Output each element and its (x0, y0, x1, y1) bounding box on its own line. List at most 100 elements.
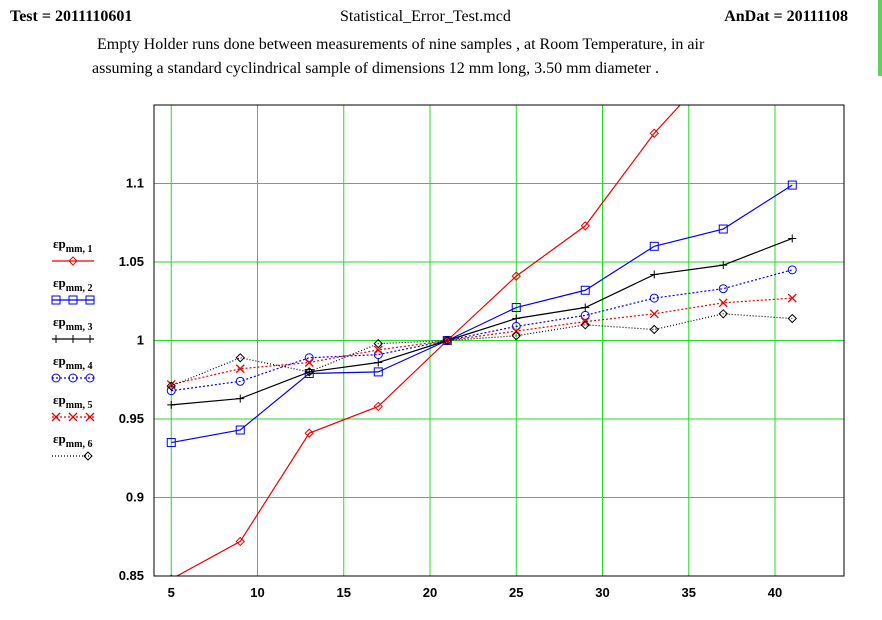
series-line (171, 184, 793, 444)
andat-label: AnDat = 20111108 (724, 8, 848, 25)
data-point (166, 438, 176, 448)
data-point (511, 326, 521, 336)
series-4 (166, 265, 797, 396)
y-tick-label: 0.9 (126, 490, 144, 505)
y-tick-label: 1 (137, 333, 144, 348)
series-line (171, 237, 793, 406)
legend-marker (51, 373, 61, 383)
data-point (649, 324, 659, 335)
data-point (373, 401, 383, 412)
data-point (787, 313, 797, 324)
x-tick-label: 25 (509, 585, 523, 600)
x-tick-label: 10 (250, 585, 264, 600)
data-point (580, 320, 590, 330)
data-point (649, 241, 659, 251)
series-6 (166, 309, 797, 391)
legend-label: εpmm, 6 (53, 431, 92, 450)
data-point (236, 394, 245, 403)
series-line (171, 269, 793, 392)
data-point (787, 180, 797, 190)
data-point (235, 353, 245, 363)
legend-label: εpmm, 5 (53, 392, 92, 411)
description-line-2: assuming a standard cyclindrical sample … (92, 60, 659, 77)
series-5 (166, 293, 797, 389)
data-point (511, 331, 521, 341)
window-edge-rule (878, 0, 882, 76)
legend-marker (68, 373, 78, 383)
legend-label: εpmm, 2 (53, 275, 92, 294)
data-point (719, 261, 728, 270)
x-tick-label: 15 (337, 585, 351, 600)
x-tick-label: 30 (595, 585, 609, 600)
data-point (718, 224, 728, 234)
data-point (167, 400, 176, 409)
x-tick-label: 35 (682, 585, 696, 600)
data-point (788, 234, 797, 243)
data-point (580, 317, 590, 327)
data-point (649, 309, 659, 319)
data-point (235, 425, 245, 435)
data-point (718, 298, 728, 308)
data-point (581, 303, 590, 312)
series-line (175, 105, 681, 576)
legend-marker (68, 295, 78, 305)
file-name-label: Statistical_Error_Test.mcd (340, 8, 511, 25)
series-1 (169, 54, 727, 576)
legend-marker (52, 335, 60, 343)
y-tick-label: 0.85 (119, 568, 144, 583)
data-point (649, 128, 659, 138)
legend-marker (85, 412, 95, 422)
data-point (166, 381, 176, 391)
legend: εpmm, 1 εpmm, 2 εpmm, 3 εpmm, 4 εpmm, 5 εpmm,… (51, 236, 95, 461)
legend-marker (51, 295, 61, 305)
data-point (787, 265, 797, 275)
legend-marker (86, 335, 94, 343)
chart-series-group (166, 54, 797, 576)
data-point (304, 358, 314, 367)
data-point (235, 364, 245, 374)
legend-marker (83, 451, 93, 461)
legend-marker (68, 256, 78, 266)
legend-marker (51, 412, 61, 422)
data-point (511, 271, 521, 281)
data-point (374, 358, 383, 367)
series-line (171, 297, 793, 386)
data-point (650, 270, 659, 279)
series-2 (166, 180, 797, 448)
data-point (718, 284, 728, 294)
data-point (304, 428, 314, 438)
description-line-1: Empty Holder runs done between measureme… (97, 36, 705, 53)
chart-grid (154, 105, 844, 577)
data-point (235, 376, 245, 386)
data-point (442, 335, 452, 346)
legend-label: εpmm, 4 (53, 353, 92, 372)
legend-marker (68, 412, 78, 422)
y-tick-label: 1.05 (119, 254, 144, 269)
plot-frame (153, 104, 845, 577)
data-point (511, 303, 521, 313)
data-point (718, 309, 728, 319)
y-tick-label: 0.95 (119, 411, 144, 426)
data-point (373, 345, 383, 355)
y-tick-label: 1.1 (126, 176, 144, 191)
tick-labels: 5 10 15 20 25 30 35 40 0.85 0.9 0.95 1 1.05 1.1 (119, 176, 783, 601)
data-point (235, 536, 245, 547)
series-3 (167, 234, 797, 409)
legend-marker (85, 373, 95, 383)
data-point (580, 285, 590, 295)
data-point (166, 386, 176, 396)
data-point (719, 54, 727, 62)
x-tick-label: 20 (423, 585, 437, 600)
data-point (373, 338, 383, 349)
data-point (787, 293, 797, 303)
x-tick-label: 5 (168, 585, 175, 600)
legend-label: εpmm, 3 (53, 314, 92, 333)
data-point (580, 221, 590, 231)
data-point (373, 367, 383, 377)
test-id-label: Test = 2011110601 (10, 8, 133, 25)
x-tick-label: 40 (768, 585, 782, 600)
legend-marker (85, 295, 95, 305)
data-point (512, 314, 521, 323)
legend-marker (69, 335, 77, 343)
